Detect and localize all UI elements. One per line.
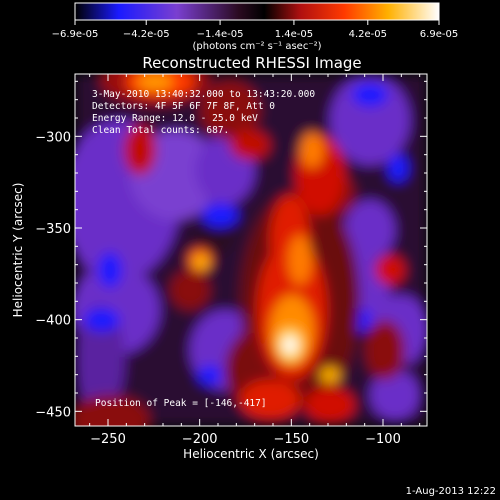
plot-frame [74, 73, 428, 427]
colorbar-gradient [74, 2, 440, 21]
colorbar-tick-label: −1.4e-05 [197, 29, 244, 40]
x-tick-label: −250 [90, 432, 126, 447]
colorbar-tick-label: 6.9e-05 [420, 29, 458, 40]
colorbar-tick-label: −6.9e-05 [52, 29, 99, 40]
x-tick-label: −150 [273, 432, 309, 447]
colorbar-tick-label: 1.4e-05 [275, 29, 313, 40]
y-tick-label: −350 [35, 222, 71, 237]
annotation-block: 3-May-2010 13:40:32.000 to 13:43:20.000D… [92, 89, 315, 136]
x-tick-label: −200 [182, 432, 218, 447]
colorbar-unit-label: (photons cm⁻² s⁻¹ asec⁻²) [192, 41, 321, 52]
y-axis-label: Heliocentric Y (arcsec) [11, 183, 25, 318]
colorbar-tick-label: 4.2e-05 [349, 29, 387, 40]
heatmap-image [75, 74, 427, 426]
x-axis-label: Heliocentric X (arcsec) [183, 447, 319, 461]
footer-timestamp: 1-Aug-2013 12:22 [406, 486, 496, 497]
colorbar: −6.9e-05 −4.2e-05 −1.4e-05 1.4e-05 4.2e-05 6.… [52, 2, 458, 52]
x-axis-ticks: −250 −200 −150 −100 [89, 74, 421, 447]
plot-area: −250 −200 −150 −100 −300 −350 −400 −450 [35, 73, 428, 447]
chart-title: Reconstructed RHESSI Image [142, 54, 361, 72]
peak-position-label: Position of Peak = [-146,-417] [95, 398, 267, 409]
annotation-line: Detectors: 4F 5F 6F 7F 8F, Att 0 [92, 101, 275, 112]
y-tick-label: −400 [35, 314, 71, 329]
colorbar-ticks: −6.9e-05 −4.2e-05 −1.4e-05 1.4e-05 4.2e-05 6.… [52, 20, 458, 40]
annotation-line: Energy Range: 12.0 - 25.0 keV [92, 113, 258, 124]
annotation-line: 3-May-2010 13:40:32.000 to 13:43:20.000 [92, 89, 315, 100]
colorbar-tick-label: −4.2e-05 [123, 29, 170, 40]
y-axis-ticks: −300 −350 −400 −450 [35, 80, 427, 420]
y-tick-label: −450 [35, 405, 71, 420]
y-tick-label: −300 [35, 130, 71, 145]
x-tick-label: −100 [365, 432, 401, 447]
annotation-line: Clean Total counts: 687. [92, 125, 229, 136]
